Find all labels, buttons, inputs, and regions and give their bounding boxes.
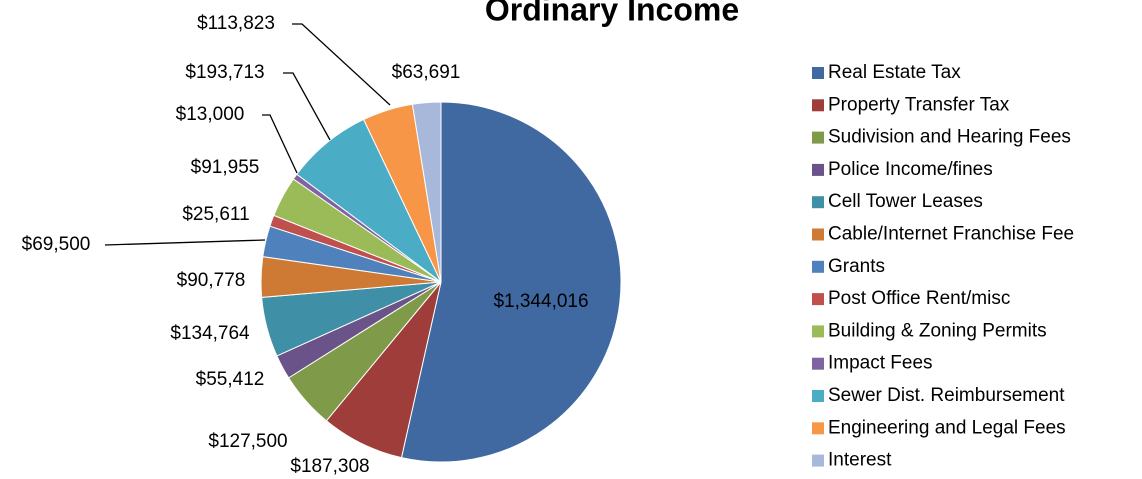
data-label: $91,955 — [191, 157, 260, 178]
legend-swatch — [812, 454, 824, 467]
data-label: $134,764 — [170, 323, 250, 344]
data-label: $127,500 — [208, 431, 287, 452]
legend-swatch — [812, 99, 824, 112]
legend-swatch — [812, 228, 824, 241]
chart-title: Ordinary Income — [485, 0, 739, 27]
legend-label: Engineering and Legal Fees — [828, 417, 1066, 438]
legend-swatch — [812, 163, 824, 176]
legend-swatch — [812, 422, 824, 435]
legend-label: Cable/Internet Franchise Fee — [828, 224, 1074, 245]
legend-label: Interest — [828, 450, 892, 471]
legend-label: Police Income/fines — [828, 159, 993, 180]
legend-swatch — [812, 390, 824, 402]
leader-line — [292, 23, 391, 106]
data-label: $55,412 — [196, 369, 265, 390]
legend-swatch — [812, 325, 824, 338]
data-label: $193,713 — [185, 62, 264, 83]
legend-label: Impact Fees — [828, 353, 933, 374]
legend-swatch — [812, 357, 824, 370]
legend-swatch — [812, 260, 824, 273]
data-label: $63,691 — [392, 62, 461, 83]
legend-label: Post Office Rent/misc — [828, 288, 1010, 309]
data-label: $1,344,016 — [493, 291, 588, 312]
leader-line — [104, 239, 266, 246]
data-label: $113,823 — [197, 13, 275, 34]
data-label: $69,500 — [22, 234, 91, 255]
legend-label: Building & Zoning Permits — [828, 320, 1047, 341]
data-label: $13,000 — [176, 104, 245, 125]
legend-label: Property Transfer Tax — [828, 94, 1010, 115]
legend-label: Grants — [828, 256, 885, 277]
legend-swatch — [812, 67, 824, 79]
pie-slice — [411, 101, 442, 283]
leader-line — [283, 72, 331, 141]
legend-label: Sudivision and Hearing Fees — [828, 127, 1071, 148]
pie-slice — [400, 101, 622, 463]
legend-label: Cell Tower Leases — [828, 191, 983, 212]
data-label: $90,778 — [177, 270, 246, 291]
data-label: $187,308 — [290, 456, 369, 477]
legend-label: Real Estate Tax — [828, 62, 961, 83]
legend-swatch — [812, 131, 824, 144]
data-label: $25,611 — [182, 204, 249, 225]
legend-label: Sewer Dist. Reimbursement — [828, 385, 1065, 406]
legend-swatch — [812, 196, 824, 209]
legend-swatch — [812, 293, 824, 306]
leader-line — [262, 114, 298, 174]
